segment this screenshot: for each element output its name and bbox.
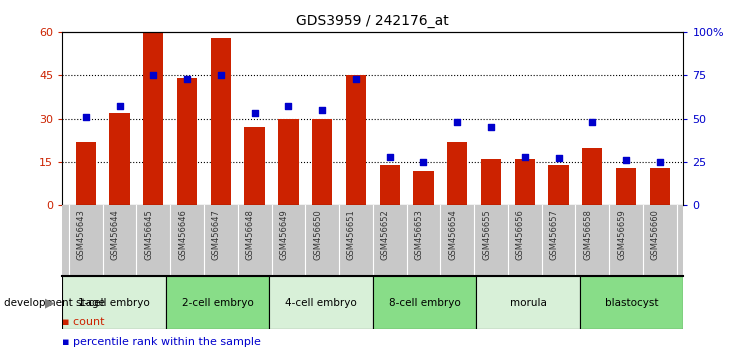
Text: GSM456655: GSM456655	[482, 209, 491, 259]
Text: GSM456644: GSM456644	[110, 209, 120, 259]
Point	[283, 104, 295, 109]
Bar	[477, 276, 580, 329]
Text: GSM456657: GSM456657	[550, 209, 558, 260]
Bar	[211, 38, 231, 205]
Point	[451, 119, 463, 125]
Text: ▪ count: ▪ count	[62, 318, 105, 327]
Bar	[269, 276, 373, 329]
Bar	[548, 165, 569, 205]
Point	[519, 154, 531, 160]
Text: GDS3959 / 242176_at: GDS3959 / 242176_at	[297, 14, 449, 28]
Point	[417, 159, 429, 165]
Text: 4-cell embryo: 4-cell embryo	[285, 298, 357, 308]
Text: GSM456651: GSM456651	[347, 209, 356, 259]
Text: GSM456645: GSM456645	[144, 209, 154, 259]
Point	[350, 76, 362, 81]
Text: GSM456646: GSM456646	[178, 209, 187, 260]
Text: ▪ percentile rank within the sample: ▪ percentile rank within the sample	[62, 337, 261, 347]
Bar	[379, 165, 400, 205]
Point	[80, 114, 91, 120]
Point	[317, 107, 328, 113]
Bar	[166, 276, 269, 329]
Bar	[481, 159, 501, 205]
Text: GSM456654: GSM456654	[448, 209, 457, 259]
Text: GSM456650: GSM456650	[313, 209, 322, 259]
Bar	[110, 113, 129, 205]
Text: GSM456652: GSM456652	[381, 209, 390, 259]
Bar	[177, 78, 197, 205]
Bar	[616, 168, 636, 205]
Bar	[244, 127, 265, 205]
Text: GSM456648: GSM456648	[246, 209, 254, 260]
Point	[654, 159, 666, 165]
Point	[249, 110, 260, 116]
Bar	[650, 168, 670, 205]
Point	[148, 73, 159, 78]
Point	[485, 124, 497, 130]
Bar	[515, 159, 535, 205]
Text: GSM456643: GSM456643	[77, 209, 86, 260]
Point	[384, 154, 395, 160]
Bar	[62, 276, 166, 329]
Text: GSM456649: GSM456649	[279, 209, 289, 259]
Bar	[582, 148, 602, 205]
Text: GSM456658: GSM456658	[583, 209, 592, 260]
Bar	[580, 276, 683, 329]
Point	[114, 104, 126, 109]
Point	[620, 158, 632, 163]
Text: 8-cell embryo: 8-cell embryo	[389, 298, 461, 308]
Text: GSM456647: GSM456647	[212, 209, 221, 260]
Text: morula: morula	[510, 298, 547, 308]
Text: GSM456660: GSM456660	[651, 209, 660, 260]
Text: blastocyst: blastocyst	[605, 298, 659, 308]
Point	[586, 119, 598, 125]
Text: 1-cell embryo: 1-cell embryo	[78, 298, 150, 308]
Bar	[312, 119, 333, 205]
Bar	[373, 276, 477, 329]
Text: GSM456659: GSM456659	[617, 209, 626, 259]
Text: development stage: development stage	[4, 298, 105, 308]
Text: ▶: ▶	[45, 296, 55, 309]
Point	[553, 156, 564, 161]
Text: GSM456656: GSM456656	[516, 209, 525, 260]
Bar	[75, 142, 96, 205]
Bar	[279, 119, 298, 205]
Bar	[346, 75, 366, 205]
Bar	[143, 32, 164, 205]
Point	[215, 73, 227, 78]
Bar	[447, 142, 467, 205]
Text: GSM456653: GSM456653	[414, 209, 423, 260]
Point	[181, 76, 193, 81]
Text: 2-cell embryo: 2-cell embryo	[181, 298, 254, 308]
Bar	[413, 171, 433, 205]
